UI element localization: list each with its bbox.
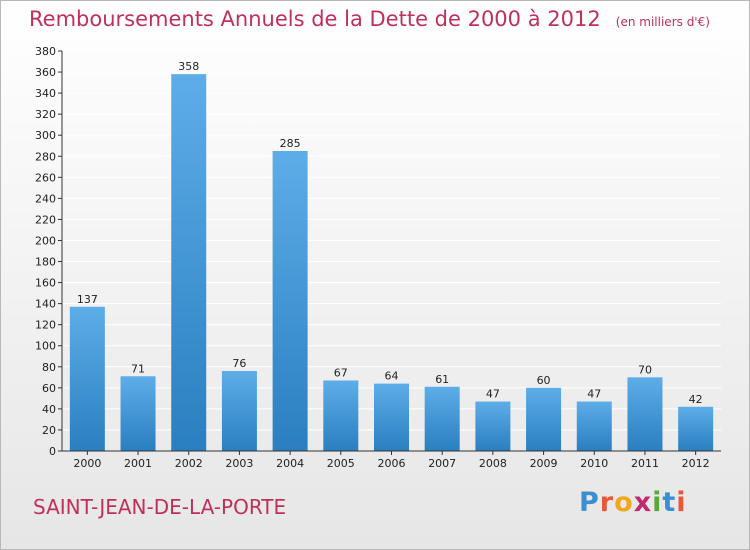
x-tick-label: 2011 <box>631 457 659 470</box>
bar <box>69 306 105 451</box>
y-tick-label: 100 <box>35 340 56 353</box>
y-tick-label: 240 <box>35 192 56 205</box>
logo-letter: o <box>614 487 634 518</box>
y-tick-label: 280 <box>35 150 56 163</box>
proxiti-logo[interactable]: Proxiti <box>579 487 687 518</box>
bar-value-label: 64 <box>385 370 399 383</box>
bar-value-label: 47 <box>486 388 500 401</box>
y-tick-label: 320 <box>35 108 56 121</box>
logo-letter: i <box>676 487 687 518</box>
y-tick-label: 380 <box>35 45 56 58</box>
x-tick-label: 2006 <box>378 457 406 470</box>
y-tick-label: 0 <box>49 445 56 458</box>
bar <box>678 406 714 451</box>
y-tick-label: 300 <box>35 129 56 142</box>
bar-value-label: 67 <box>334 366 348 379</box>
x-tick-label: 2005 <box>327 457 355 470</box>
x-tick-label: 2004 <box>276 457 304 470</box>
bar <box>526 387 562 451</box>
x-tick-label: 2002 <box>175 457 203 470</box>
bar-value-label: 76 <box>232 357 246 370</box>
x-tick-label: 2007 <box>428 457 456 470</box>
x-tick-label: 2001 <box>124 457 152 470</box>
title-unit: (en milliers d'€) <box>615 15 710 29</box>
bar-value-label: 61 <box>435 373 449 386</box>
bar <box>475 401 511 451</box>
x-tick-label: 2000 <box>73 457 101 470</box>
bar <box>576 401 612 451</box>
y-tick-label: 360 <box>35 66 56 79</box>
bar-value-label: 137 <box>77 293 98 306</box>
y-tick-label: 340 <box>35 87 56 100</box>
y-tick-label: 20 <box>42 424 56 437</box>
y-tick-label: 180 <box>35 256 56 269</box>
bar <box>323 380 359 451</box>
bar-value-label: 60 <box>537 374 551 387</box>
commune-name: SAINT-JEAN-DE-LA-PORTE <box>33 495 287 519</box>
logo-letter: r <box>599 487 615 518</box>
x-tick-label: 2009 <box>530 457 558 470</box>
logo-letter: x <box>633 487 653 518</box>
bar <box>221 371 257 451</box>
logo-letter: t <box>662 487 677 518</box>
bar <box>374 383 409 451</box>
bar <box>120 376 156 451</box>
y-tick-label: 220 <box>35 213 56 226</box>
bar <box>171 74 207 451</box>
y-tick-label: 80 <box>42 361 56 374</box>
y-tick-label: 260 <box>35 171 56 184</box>
y-tick-label: 120 <box>35 319 56 332</box>
x-tick-label: 2008 <box>479 457 507 470</box>
bar-value-label: 285 <box>280 137 301 150</box>
logo-letter: i <box>652 487 663 518</box>
title-main: Remboursements Annuels de la Dette de 20… <box>29 7 601 31</box>
bar <box>424 386 460 451</box>
y-tick-label: 140 <box>35 298 56 311</box>
bar-value-label: 358 <box>178 60 199 73</box>
bar <box>272 151 308 451</box>
chart-title: Remboursements Annuels de la Dette de 20… <box>29 7 710 31</box>
y-tick-label: 160 <box>35 277 56 290</box>
y-tick-label: 60 <box>42 382 56 395</box>
x-tick-label: 2003 <box>225 457 253 470</box>
bar-value-label: 70 <box>638 363 652 376</box>
bar-value-label: 47 <box>587 388 601 401</box>
x-tick-label: 2010 <box>580 457 608 470</box>
y-tick-label: 40 <box>42 403 56 416</box>
bar-value-label: 42 <box>689 393 703 406</box>
y-tick-label: 200 <box>35 234 56 247</box>
bar <box>627 377 663 451</box>
logo-letter: P <box>579 487 600 518</box>
x-tick-label: 2012 <box>682 457 710 470</box>
bar-value-label: 71 <box>131 362 145 375</box>
